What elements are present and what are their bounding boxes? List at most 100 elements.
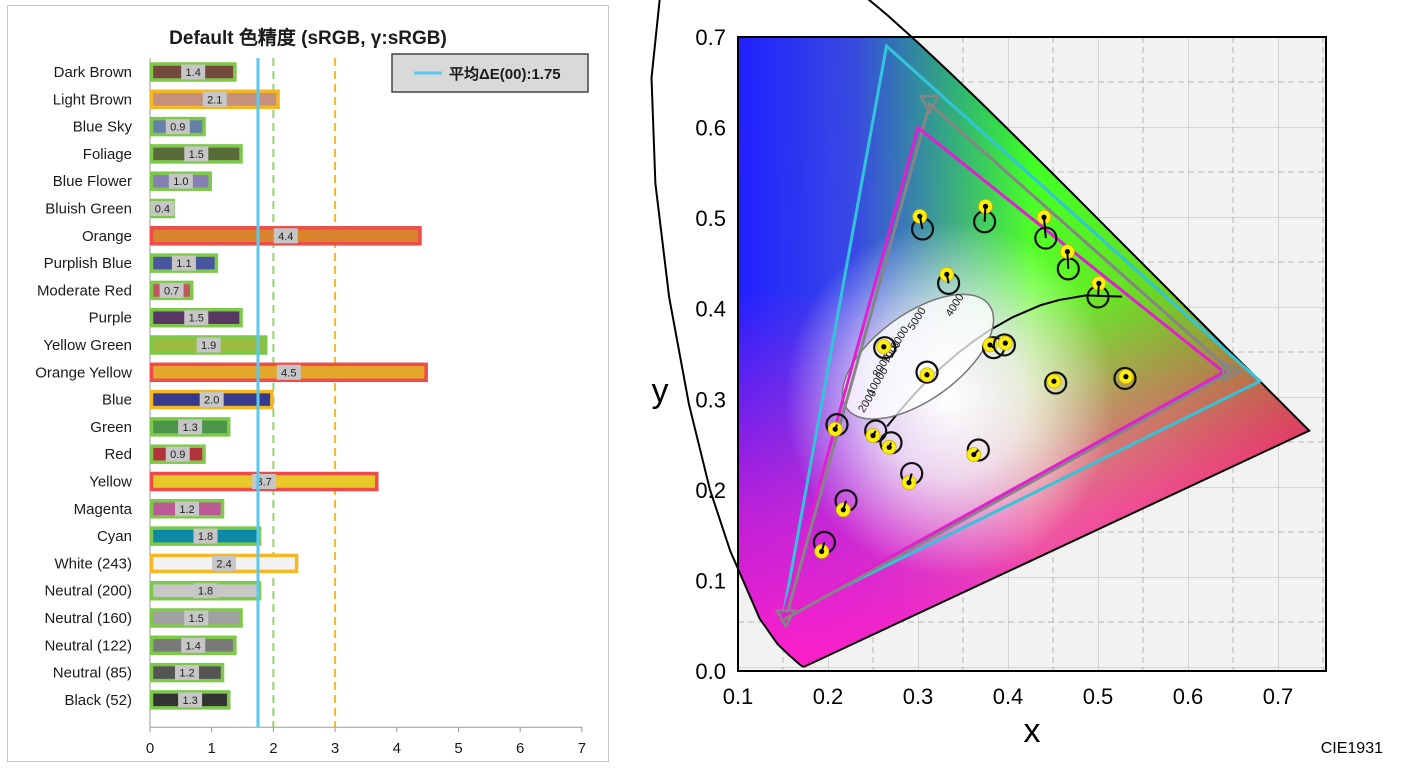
value-label: 4.5 bbox=[281, 367, 296, 379]
y-tick-label: 0.7 bbox=[695, 25, 726, 50]
bar-chart: Default 色精度 (sRGB, γ:sRGB) Dark Brown 1.4… bbox=[35, 26, 589, 757]
category-label: Blue Flower bbox=[53, 173, 132, 190]
bar-row: Yellow Green 1.9 bbox=[43, 335, 268, 355]
value-label: 1.2 bbox=[179, 668, 194, 680]
value-label: 1.5 bbox=[189, 613, 204, 625]
x-tick-label: 0.6 bbox=[1173, 684, 1204, 709]
error-vector-head bbox=[832, 426, 838, 432]
error-vector-head bbox=[1123, 374, 1129, 380]
value-label: 1.4 bbox=[186, 640, 201, 652]
category-label: Orange Yellow bbox=[35, 364, 132, 381]
patch-point bbox=[1086, 275, 1110, 309]
bar-row: Moderate Red 0.7 bbox=[37, 280, 194, 301]
x-tick-label: 3 bbox=[331, 740, 339, 757]
patch-point bbox=[864, 419, 888, 443]
x-axis-label: x bbox=[1024, 712, 1041, 750]
y-tick-label: 0.4 bbox=[695, 297, 726, 322]
value-label-bg bbox=[165, 446, 190, 462]
bar-row: Red 0.9 bbox=[104, 444, 206, 464]
gamut-triangle-0 bbox=[780, 43, 1263, 620]
value-label: 1.0 bbox=[173, 176, 188, 188]
category-label: Yellow Green bbox=[43, 337, 132, 354]
value-label-bg bbox=[159, 282, 184, 298]
bar-row: Orange Yellow 4.5 bbox=[35, 362, 428, 383]
error-vector-head bbox=[881, 344, 887, 350]
bar-row: Foliage 1.5 bbox=[83, 144, 243, 164]
patch-point bbox=[910, 208, 935, 241]
value-label-bg bbox=[184, 610, 209, 626]
error-vector-head bbox=[870, 432, 876, 439]
category-label: Blue Sky bbox=[73, 119, 133, 136]
value-label: 0.9 bbox=[170, 122, 185, 134]
patch-point bbox=[937, 266, 961, 295]
bar-row: Neutral (200) 1.8 bbox=[44, 580, 262, 601]
category-label: Yellow bbox=[89, 474, 132, 491]
x-tick-label: 2 bbox=[269, 740, 277, 757]
value-label: 0.4 bbox=[155, 204, 170, 216]
error-vector-head bbox=[1051, 378, 1057, 384]
bar-chart-legend: 平均ΔE(00):1.75 bbox=[391, 53, 589, 93]
bar-row: Purple 1.5 bbox=[89, 307, 243, 328]
value-label-bg bbox=[184, 146, 209, 162]
bar-row: Light Brown 2.1 bbox=[53, 89, 280, 110]
value-label: 4.4 bbox=[278, 231, 293, 243]
bar-chart-title: Default 色精度 (sRGB, γ:sRGB) bbox=[169, 26, 447, 49]
y-tick-label: 0.0 bbox=[695, 659, 726, 684]
category-label: Foliage bbox=[83, 146, 132, 163]
value-label: 3.7 bbox=[256, 477, 271, 489]
bar-row: Blue Sky 0.9 bbox=[73, 116, 206, 137]
x-tick-label: 1 bbox=[208, 740, 216, 757]
x-tick-label: 7 bbox=[578, 740, 586, 757]
category-label: Black (52) bbox=[64, 692, 132, 709]
value-label: 2.4 bbox=[216, 558, 231, 570]
category-label: Purplish Blue bbox=[44, 255, 132, 272]
y-tick-label: 0.3 bbox=[695, 387, 726, 412]
x-tick-label: 0 bbox=[146, 740, 154, 757]
category-label: Neutral (160) bbox=[44, 610, 132, 627]
value-label-bg bbox=[168, 173, 193, 189]
value-label: 2.1 bbox=[207, 94, 222, 106]
x-tick-label: 4 bbox=[393, 740, 401, 757]
gamut-vertex-marker bbox=[774, 609, 797, 630]
category-label: Blue bbox=[102, 392, 132, 409]
y-tick-label: 0.1 bbox=[695, 568, 726, 593]
bar-row: Yellow 3.7 bbox=[89, 471, 379, 492]
value-label-bg bbox=[175, 501, 200, 517]
value-label: 0.7 bbox=[164, 285, 179, 297]
category-label: Orange bbox=[82, 228, 132, 245]
category-label: Cyan bbox=[97, 528, 132, 545]
patch-point bbox=[879, 431, 903, 455]
patch-point bbox=[1034, 209, 1058, 250]
cct-label-ellipse bbox=[841, 293, 995, 420]
bar-row: Bluish Green 0.4 bbox=[45, 198, 175, 219]
category-label: Red bbox=[104, 446, 132, 463]
gamut-vertex-marker bbox=[1221, 360, 1243, 383]
bar-row: Magenta 1.2 bbox=[74, 499, 225, 519]
x-tick-label: 0.5 bbox=[1083, 684, 1114, 709]
value-label-bg bbox=[212, 555, 237, 571]
target-circle bbox=[915, 360, 939, 384]
value-label-bg bbox=[181, 637, 206, 653]
patch-point bbox=[900, 461, 924, 491]
legend-average-label: 平均ΔE(00):1.75 bbox=[449, 65, 561, 83]
value-label-bg bbox=[202, 91, 227, 107]
y-tick-label: 0.5 bbox=[695, 206, 726, 231]
patch-point bbox=[915, 360, 939, 384]
error-vector-head bbox=[982, 203, 989, 209]
bar-row: Cyan 1.8 bbox=[97, 526, 262, 546]
bar-row: Orange 4.4 bbox=[82, 226, 422, 246]
patch-point bbox=[834, 489, 858, 518]
cie1931-label: CIE1931 bbox=[1321, 740, 1383, 757]
y-axis-label: y bbox=[652, 372, 669, 410]
x-tick-label: 6 bbox=[516, 740, 524, 757]
value-label: 1.3 bbox=[182, 695, 197, 707]
value-label: 1.3 bbox=[182, 422, 197, 434]
bar-row: Neutral (160) 1.5 bbox=[44, 608, 243, 628]
error-vector-head bbox=[819, 548, 825, 555]
cie-chart-panel: 2000 10000 8000 7000 6000 5000 4000 0.1 0.2 0.3 0… bbox=[640, 0, 1411, 765]
category-label: Magenta bbox=[74, 501, 133, 518]
value-label: 1.8 bbox=[198, 531, 213, 543]
bar-row: Green 1.3 bbox=[90, 417, 231, 437]
patch-point bbox=[1044, 371, 1068, 395]
category-label: White (243) bbox=[54, 555, 132, 572]
